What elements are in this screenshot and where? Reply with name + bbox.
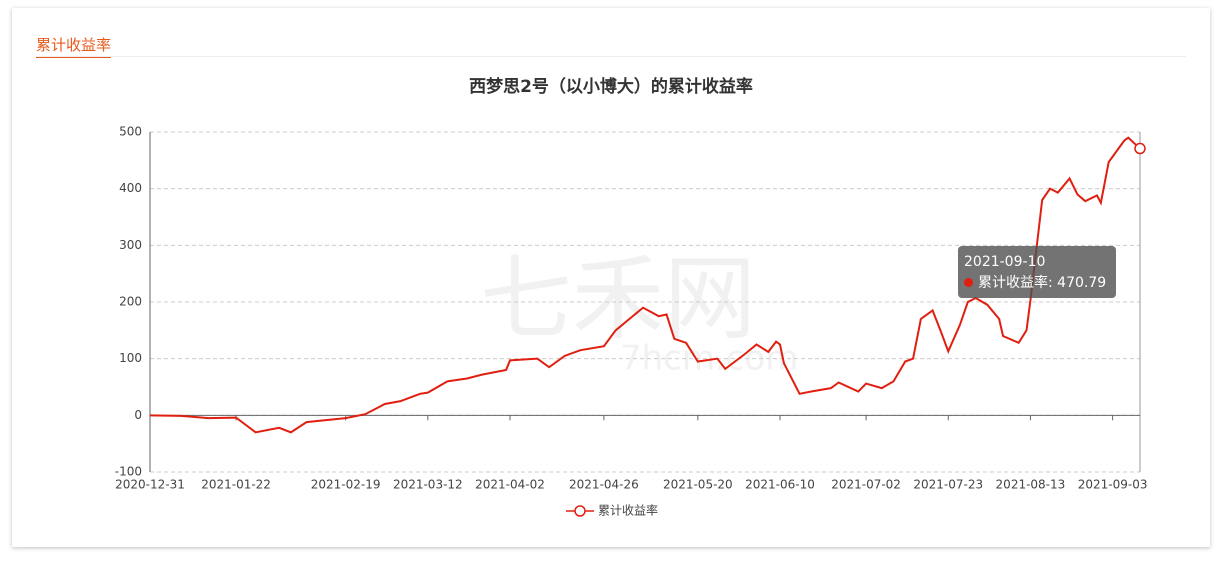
y-tick-label: 300: [119, 238, 142, 252]
card-title: 累计收益率: [36, 34, 112, 58]
y-tick-label: 100: [119, 351, 142, 365]
tooltip: 2021-09-10 累计收益率470.79: [958, 246, 1116, 298]
x-tick-label: 2021-04-26: [569, 478, 639, 492]
legend-label: 累计收益率: [598, 503, 658, 518]
y-tick-label: 500: [119, 125, 142, 139]
legend-marker: [574, 505, 586, 517]
y-tick-label: 400: [119, 181, 142, 195]
x-tick-label: 2021-05-20: [663, 478, 733, 492]
divider: [36, 56, 1186, 57]
tooltip-date: 2021-09-10: [964, 254, 1046, 270]
tooltip-row: 累计收益率470.79: [964, 273, 1110, 294]
watermark-sub: 7hcm.com: [620, 339, 798, 379]
tooltip-series: 累计收益率: [978, 275, 1057, 291]
x-tick-label: 2021-02-19: [311, 478, 381, 492]
x-tick-label: 2021-09-03: [1078, 478, 1148, 492]
x-tick-label: 2021-01-22: [201, 478, 271, 492]
x-tick-label: 2021-07-02: [831, 478, 901, 492]
tooltip-value: 470.79: [1057, 275, 1107, 291]
x-tick-label: 2021-04-02: [475, 478, 545, 492]
x-tick-label: 2021-03-12: [393, 478, 463, 492]
x-tick-label: 2020-12-31: [115, 478, 185, 492]
y-tick-label: 0: [134, 408, 142, 422]
hover-point: [1134, 142, 1146, 155]
x-tick-label: 2021-06-10: [745, 478, 815, 492]
y-tick-label: -100: [115, 465, 142, 479]
x-tick-label: 2021-08-13: [996, 478, 1066, 492]
chart-title: 西梦思2号（以小博大）的累计收益率: [469, 76, 753, 97]
y-tick-label: 200: [119, 295, 142, 309]
x-tick-label: 2021-07-23: [913, 478, 983, 492]
tooltip-dot: [964, 278, 973, 287]
series-line: [149, 136, 1141, 434]
watermark: 七禾网: [480, 245, 756, 352]
